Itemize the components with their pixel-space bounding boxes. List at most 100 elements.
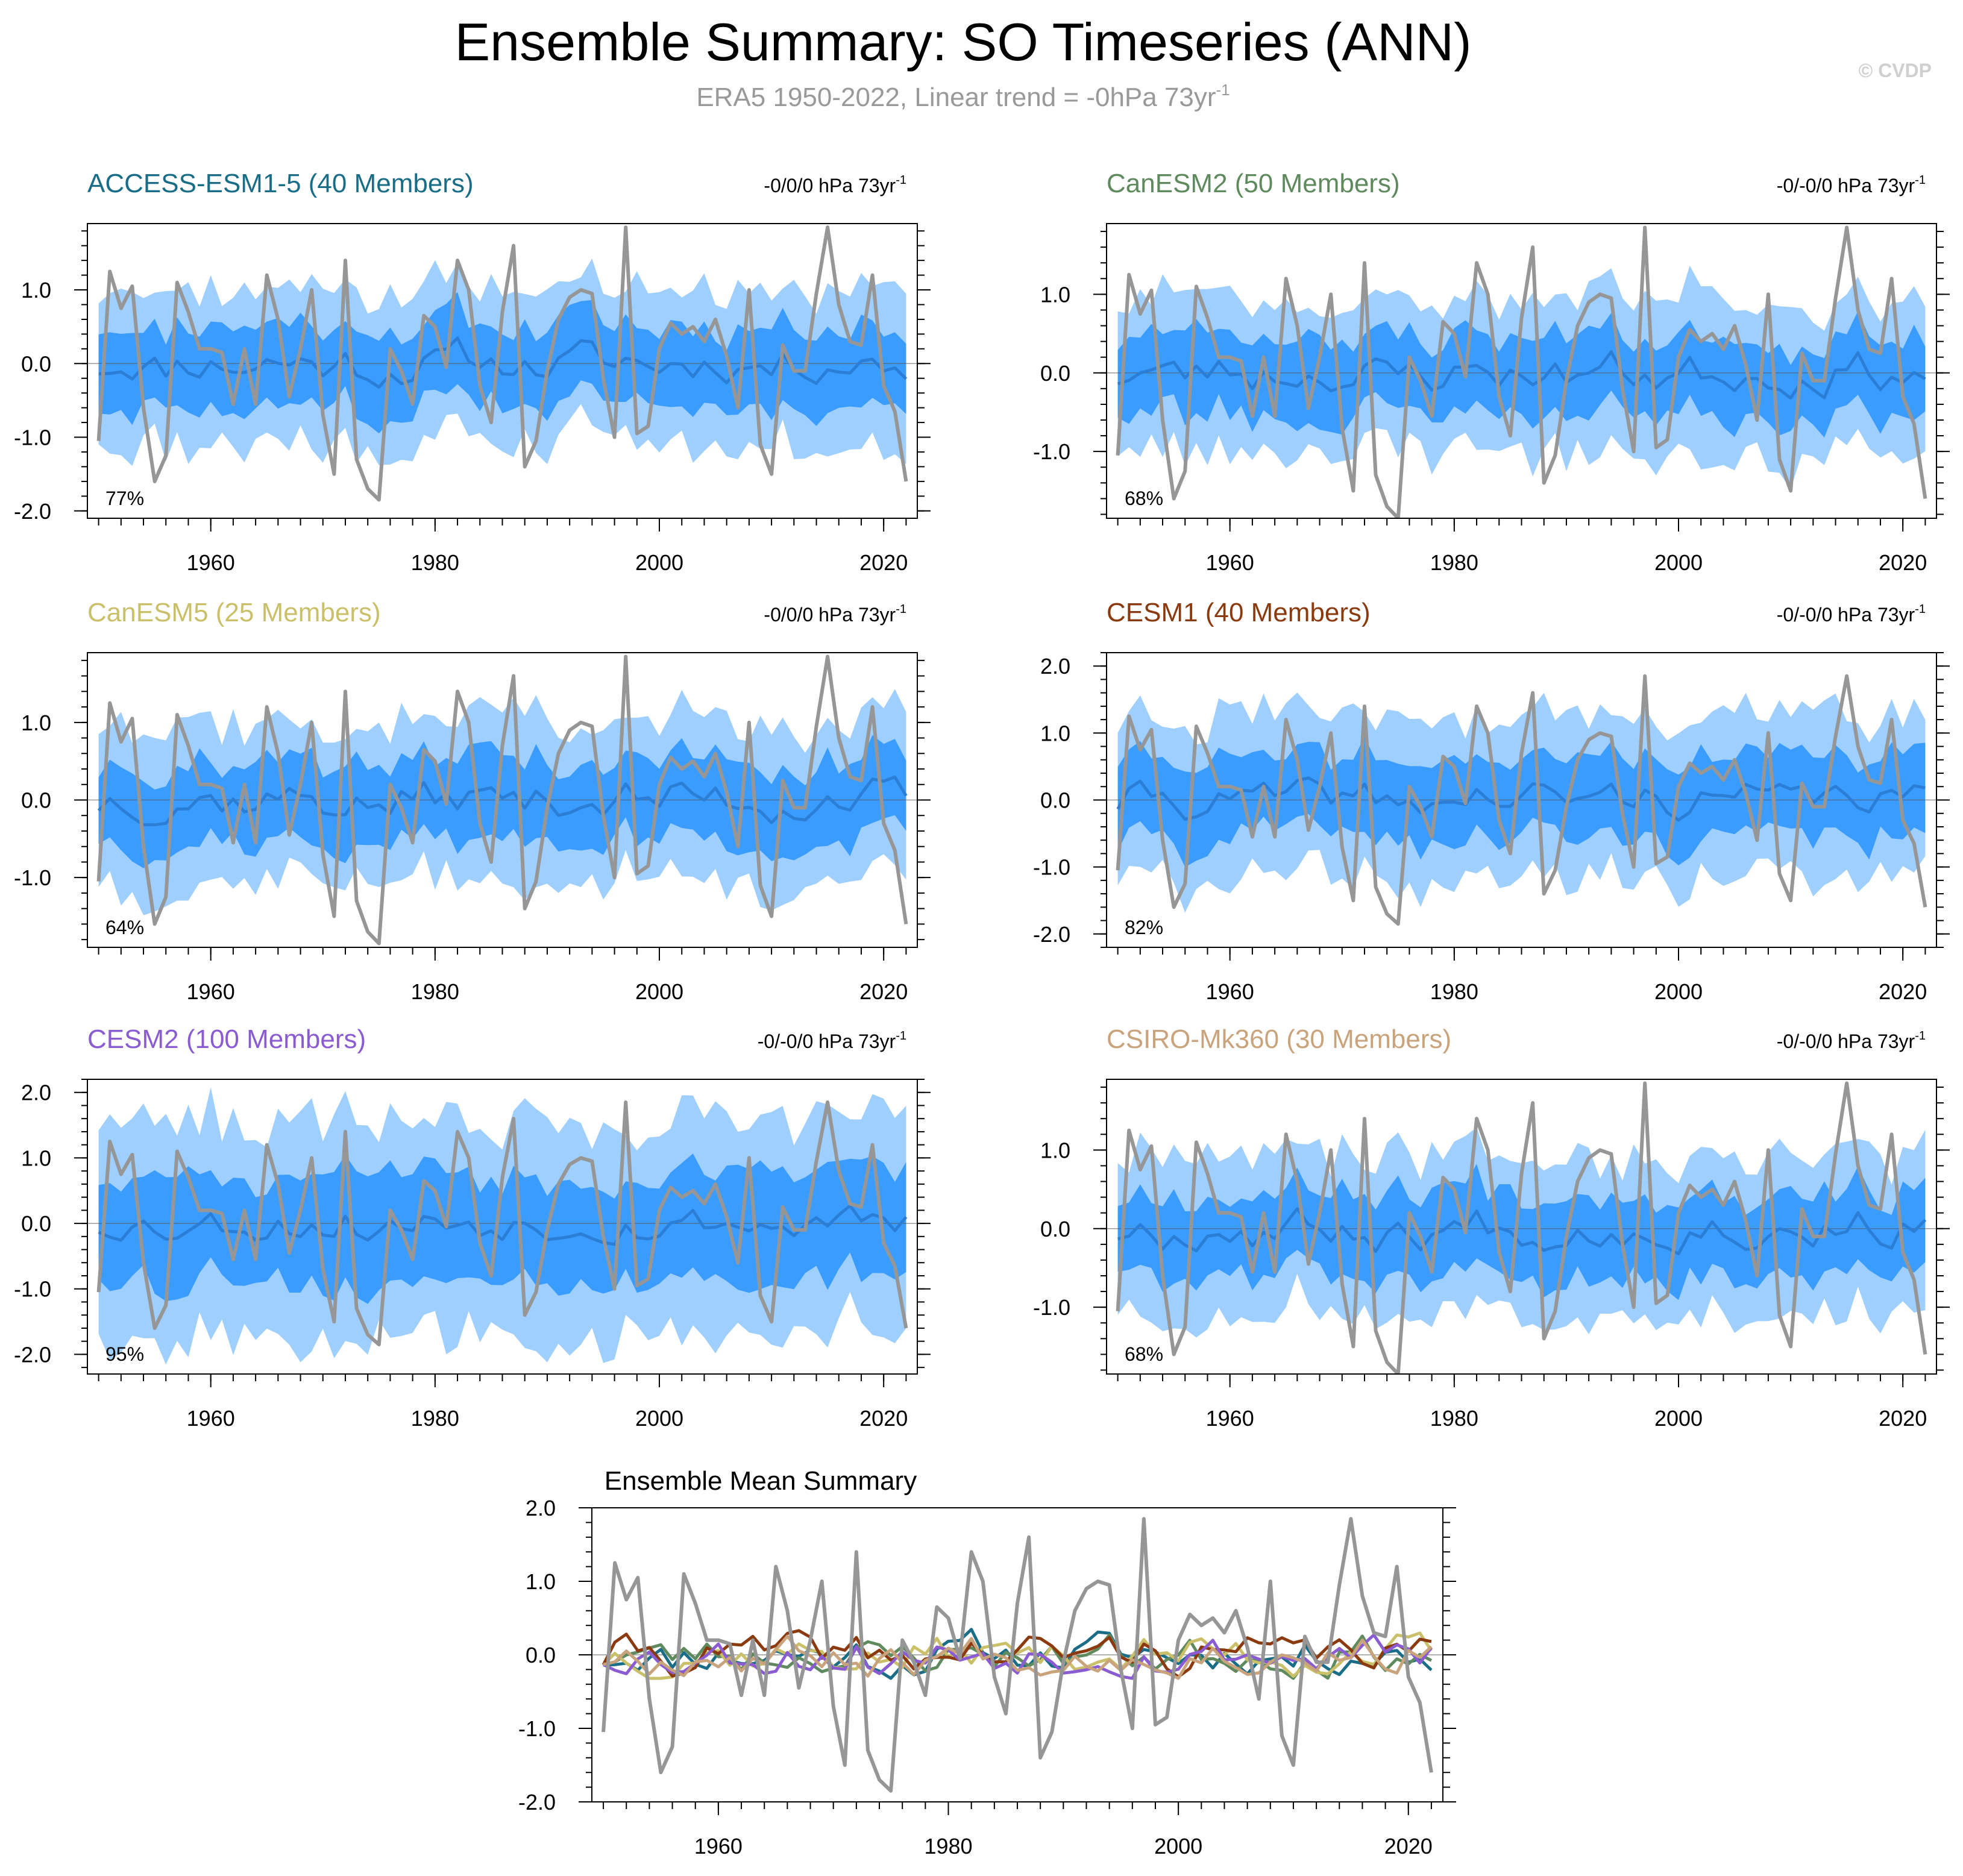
x-tick-label: 2000 xyxy=(635,979,683,1004)
trend-label: -0/-0/0 hPa 73yr-1 xyxy=(758,1029,906,1052)
x-tick-label: 2000 xyxy=(1654,979,1703,1004)
x-tick-label: 2000 xyxy=(1654,550,1703,575)
inner-spread-band xyxy=(98,1153,906,1304)
trend-superscript: -1 xyxy=(1915,1029,1926,1043)
y-tick-label: -2.0 xyxy=(518,1790,556,1815)
panel-title: CanESM2 (50 Members) xyxy=(1107,169,1400,198)
series-line-canesm5 xyxy=(602,1631,1433,1680)
y-tick-label: 0.0 xyxy=(21,351,51,376)
panel-csiro: 1.0 0.0 -1.0 1960 1980 2000 2020 CSIRO-Mk360 (3… xyxy=(1033,1024,1950,1431)
y-tick-label: 0.0 xyxy=(1040,1217,1070,1241)
y-tick-label: -1.0 xyxy=(518,1716,556,1741)
x-tick-label: 1980 xyxy=(411,979,459,1004)
era5-observed-line xyxy=(96,654,908,946)
trend-label: -0/0/0 hPa 73yr-1 xyxy=(764,174,906,196)
trend-superscript: -1 xyxy=(1915,603,1926,616)
y-tick-label: 1.0 xyxy=(1040,721,1070,745)
era5-observed-line xyxy=(96,225,908,502)
era5-observed-line xyxy=(96,1100,908,1347)
y-tick-label: 0.0 xyxy=(1040,788,1070,813)
panel-title: CanESM5 (25 Members) xyxy=(87,598,381,627)
y-tick-label: 2.0 xyxy=(21,1081,51,1105)
trend-label: -0/-0/0 hPa 73yr-1 xyxy=(1777,174,1926,196)
member-percent-label: 68% xyxy=(1125,488,1163,509)
inner-spread-band xyxy=(1117,310,1926,438)
member-percent-label: 68% xyxy=(1125,1343,1163,1365)
panel-title: CSIRO-Mk360 (30 Members) xyxy=(1107,1024,1451,1054)
y-tick-label: 1.0 xyxy=(1040,282,1070,307)
y-tick-label: -2.0 xyxy=(14,1342,51,1367)
x-tick-label: 2020 xyxy=(1879,979,1927,1004)
y-tick-label: -2.0 xyxy=(1033,922,1070,947)
plot-area xyxy=(1107,674,1936,926)
panel-canesm2: 1.0 0.0 -1.0 1960 1980 2000 2020 CanESM2 (50 Me… xyxy=(1033,169,1950,575)
trend-text: -0/-0/0 hPa 73yr xyxy=(758,1031,896,1052)
x-tick-label: 2000 xyxy=(1654,1406,1703,1431)
member-percent-label: 82% xyxy=(1125,917,1163,938)
trend-text: -0/-0/0 hPa 73yr xyxy=(1777,604,1915,626)
panel-title: ACCESS-ESM1-5 (40 Members) xyxy=(87,169,474,198)
trend-text: -0/0/0 hPa 73yr xyxy=(764,604,896,626)
inner-spread-band xyxy=(98,292,906,434)
cvdp-credit: © CVDP xyxy=(1859,60,1932,81)
x-tick-label: 1980 xyxy=(411,550,459,575)
panel-cesm2: 2.0 1.0 0.0 -1.0 -2.0 1960 1980 2000 2020 CESM2 (… xyxy=(14,1024,931,1431)
x-tick-label: 2020 xyxy=(859,1406,908,1431)
subtitle-superscript: -1 xyxy=(1216,81,1230,99)
y-tick-label: 1.0 xyxy=(526,1569,556,1594)
trend-superscript: -1 xyxy=(896,603,906,616)
series-line-csiro-mk360 xyxy=(603,1634,1433,1680)
ensemble-mean-line xyxy=(97,775,908,827)
trend-superscript: -1 xyxy=(1915,174,1926,187)
x-tick-label: 1960 xyxy=(1206,1406,1254,1431)
trend-superscript: -1 xyxy=(896,174,906,187)
y-tick-label: 1.0 xyxy=(21,278,51,303)
plot-area xyxy=(592,1517,1443,1793)
x-tick-label: 1960 xyxy=(187,979,235,1004)
y-tick-label: 1.0 xyxy=(21,1146,51,1170)
x-tick-label: 2020 xyxy=(859,550,908,575)
panel-access: 1.0 0.0 -1.0 -2.0 1960 1980 2000 2020 ACCESS-ESM… xyxy=(14,169,931,575)
trend-text: -0/-0/0 hPa 73yr xyxy=(1777,175,1915,196)
x-tick-label: 2020 xyxy=(1879,1406,1927,1431)
inner-spread-band xyxy=(98,735,906,868)
member-percent-label: 77% xyxy=(105,488,144,509)
panel-canesm5: 1.0 0.0 -1.0 1960 1980 2000 2020 CanESM5 (25 Me… xyxy=(14,598,931,1004)
x-tick-label: 1960 xyxy=(187,1406,235,1431)
trend-superscript: -1 xyxy=(896,1029,906,1043)
figure-subtitle: ERA5 1950-2022, Linear trend = -0hPa 73y… xyxy=(696,81,1230,112)
x-tick-label: 2020 xyxy=(1879,550,1927,575)
ensemble-mean-line xyxy=(98,336,908,389)
y-tick-label: 2.0 xyxy=(526,1496,556,1520)
x-tick-label: 2020 xyxy=(859,979,908,1004)
y-tick-label: 1.0 xyxy=(1040,1138,1070,1162)
plot-area xyxy=(1107,1081,1936,1374)
trend-label: -0/-0/0 hPa 73yr-1 xyxy=(1777,1029,1926,1052)
y-tick-label: -1.0 xyxy=(1033,855,1070,880)
y-tick-label: 0.0 xyxy=(1040,361,1070,386)
trend-label: -0/0/0 hPa 73yr-1 xyxy=(764,603,906,626)
x-tick-label: 1960 xyxy=(1206,979,1254,1004)
y-tick-label: -1.0 xyxy=(1033,1295,1070,1320)
x-tick-label: 2020 xyxy=(1384,1834,1433,1859)
summary-title: Ensemble Mean Summary xyxy=(605,1466,917,1496)
ensemble-mean-line xyxy=(1116,776,1926,822)
panel-cesm1: 2.0 1.0 0.0 -1.0 -2.0 1960 1980 2000 2020 CESM1 (… xyxy=(1033,598,1950,1004)
x-tick-label: 2000 xyxy=(635,1406,683,1431)
subtitle-text: ERA5 1950-2022, Linear trend = -0hPa 73y… xyxy=(696,83,1216,112)
x-tick-label: 1960 xyxy=(694,1834,743,1859)
trend-text: -0/-0/0 hPa 73yr xyxy=(1777,1031,1915,1052)
era5-observed-line xyxy=(1116,1081,1927,1374)
panel-title: CESM1 (40 Members) xyxy=(1107,598,1371,627)
x-tick-label: 1960 xyxy=(187,550,235,575)
y-tick-label: -1.0 xyxy=(14,865,51,890)
x-tick-label: 1980 xyxy=(411,1406,459,1431)
y-tick-label: -1.0 xyxy=(14,425,51,450)
x-tick-label: 1980 xyxy=(1430,979,1478,1004)
plot-area xyxy=(87,225,917,502)
y-tick-label: -1.0 xyxy=(14,1277,51,1302)
figure-title: Ensemble Summary: SO Timeseries (ANN) xyxy=(454,12,1471,72)
trend-label: -0/-0/0 hPa 73yr-1 xyxy=(1777,603,1926,626)
panel-title: CESM2 (100 Members) xyxy=(87,1024,366,1054)
